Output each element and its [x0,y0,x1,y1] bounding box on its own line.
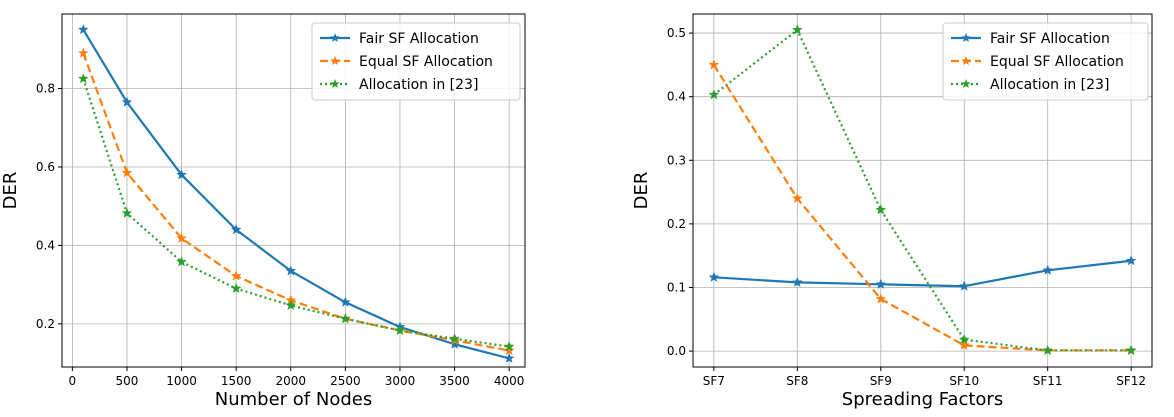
legend-swatch-marker [961,56,971,66]
data-point [230,270,242,281]
data-point [230,282,242,294]
data-point [449,338,460,349]
x-tick-label: 2500 [330,374,361,388]
y-tick-label: 0.1 [667,280,686,294]
data-point [285,265,297,276]
data-point [708,271,720,282]
y-tick-label: 0.6 [36,160,55,174]
data-point [449,333,460,344]
data-point [77,73,89,84]
data-point [230,224,242,235]
x-tick-label: SF8 [786,374,808,388]
x-tick-label: 500 [116,374,139,388]
data-point [121,96,133,107]
data-point [958,280,970,291]
data-point [503,340,515,352]
series-line-2 [713,28,1132,352]
legend: Fair SF Allocation Equal SF Allocation All… [311,22,521,101]
legend-label: Fair SF Allocation [359,31,479,47]
data-point [77,47,89,58]
x-tick-label: 0 [69,374,77,388]
x-tick-label: 1500 [221,374,252,388]
data-point [1125,255,1137,266]
data-point [958,339,970,350]
legend-swatch-marker [330,56,340,66]
x-tick-label: 2000 [275,374,306,388]
legend-swatch-marker [330,79,340,89]
legend-label: Allocation in [23] [990,77,1109,93]
data-point [958,333,970,345]
data-point [791,24,803,35]
series-line-0 [713,259,1132,288]
y-tick-label: 0.2 [667,217,686,231]
x-tick-label: 3500 [439,374,470,388]
data-point [875,278,887,289]
data-point [708,89,720,100]
plot-frame [61,13,526,368]
data-point [176,256,188,267]
data-point [875,293,887,304]
data-point [1042,264,1054,275]
x-tick-label: 3000 [385,374,416,388]
data-point [1042,344,1054,356]
legend-label: Equal SF Allocation [359,54,493,70]
legend-box [311,22,521,101]
legend-box [942,22,1149,101]
data-point [503,352,515,363]
y-tick-label: 0.5 [667,26,686,40]
data-point [503,344,515,356]
data-point [791,192,803,204]
x-axis-label: Number of Nodes [215,389,372,410]
x-tick-label: 1000 [166,374,197,388]
data-point [176,169,188,180]
y-axis-label: DER [0,172,21,210]
data-point [285,299,297,311]
data-point [339,296,351,307]
y-tick-label: 0.8 [36,82,55,96]
data-point [394,324,406,336]
x-tick-label: SF11 [1033,374,1063,388]
legend-label: Allocation in [23] [359,77,478,93]
data-point [77,23,89,35]
data-point [1125,344,1137,356]
legend-label: Fair SF Allocation [990,31,1110,47]
data-point [121,167,133,178]
data-point [176,232,188,243]
y-tick-label: 0.0 [667,344,686,358]
series-line-1 [712,64,1132,352]
x-tick-label: SF12 [1116,374,1146,388]
y-tick-label: 0.4 [36,238,55,252]
plot-frame [692,13,1153,368]
legend-label: Equal SF Allocation [990,54,1124,70]
x-tick-label: SF7 [703,374,725,388]
data-point [875,204,887,215]
data-point [121,207,133,218]
series-line-2 [82,78,510,348]
legend: Fair SF Allocation Equal SF Allocation All… [942,22,1149,101]
x-tick-label: SF9 [870,374,892,388]
y-tick-label: 0.3 [667,153,686,167]
x-tick-label: 4000 [494,374,525,388]
x-axis-label: Spreading Factors [842,389,1003,410]
legend-swatch-marker [961,79,971,89]
data-point [708,59,720,70]
x-tick-label: SF10 [949,374,979,388]
y-tick-label: 0.2 [36,317,55,331]
data-point [339,313,351,324]
y-axis-label: DER [631,172,652,210]
y-tick-label: 0.4 [667,90,686,104]
legend-swatch-marker [961,33,971,43]
legend-swatch-marker [330,33,340,43]
data-point [791,276,803,288]
